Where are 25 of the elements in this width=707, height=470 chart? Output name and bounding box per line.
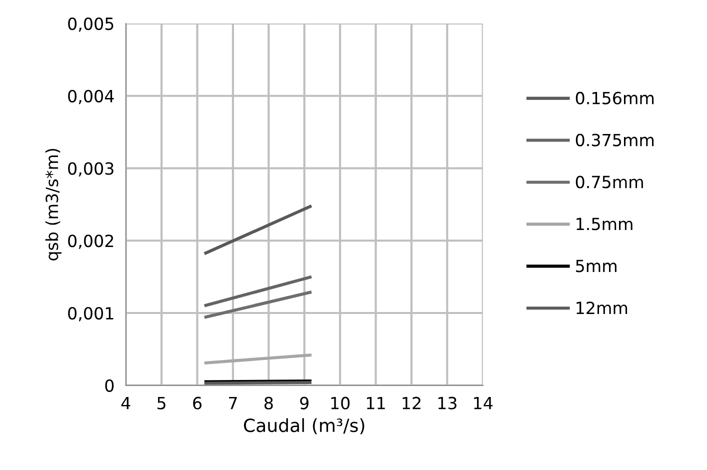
- x-tick-label: 4: [121, 397, 130, 410]
- y-tick-label: 0,001: [68, 306, 114, 322]
- x-tick-label: 7: [229, 397, 237, 410]
- x-tick-label: 9: [300, 396, 308, 410]
- y-tick-label: 0: [105, 379, 114, 392]
- x-tick-label: 5: [158, 397, 166, 410]
- y-tick-label: 0,005: [68, 17, 114, 32]
- y-tick-label: 0,002: [68, 234, 114, 249]
- x-tick-label: 11: [366, 397, 385, 410]
- x-tick-label: 6: [193, 396, 202, 410]
- legend-label: 0.156mm: [576, 92, 654, 104]
- y-tick-label: 0,003: [68, 162, 114, 177]
- x-tick-label: 10: [331, 396, 350, 410]
- x-tick-label: 8: [264, 396, 273, 410]
- y-axis-title: qsb (m3/s*m): [45, 148, 62, 260]
- x-tick-label: 12: [402, 396, 420, 410]
- legend-label: 5mm: [576, 260, 616, 272]
- legend-label: 0.375mm: [576, 134, 654, 146]
- y-tick-label: 0,004: [68, 90, 114, 104]
- legend-label: 12mm: [576, 302, 628, 314]
- x-tick-label: 13: [438, 396, 456, 410]
- x-tick-label: 14: [474, 397, 493, 410]
- legend-label: 1.5mm: [576, 218, 632, 230]
- legend-label: 0.75mm: [576, 176, 643, 188]
- x-axis-title: Caudal (m³/s): [244, 418, 364, 434]
